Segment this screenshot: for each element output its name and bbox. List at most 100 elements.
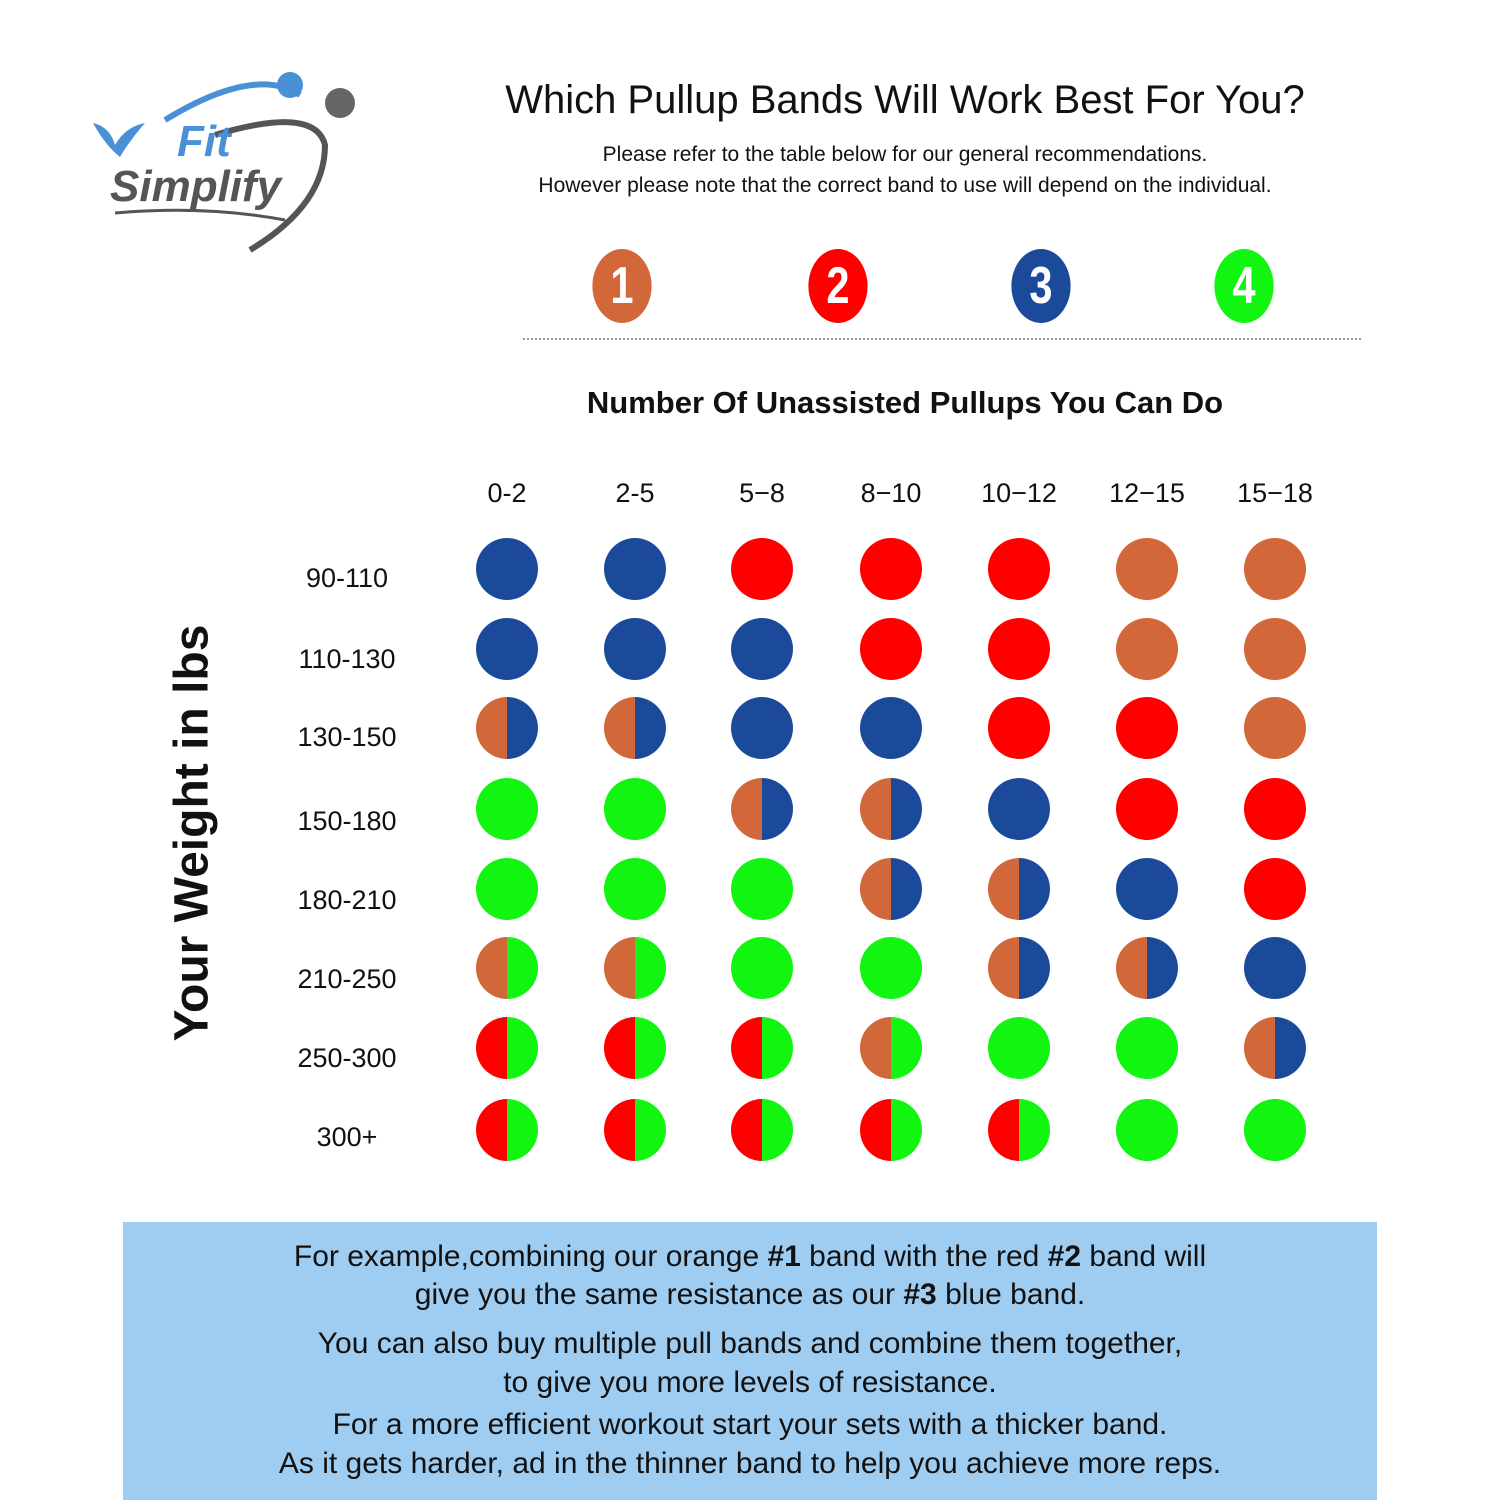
band-3-half (891, 778, 922, 840)
band-2-half (988, 697, 1050, 759)
band-2-half (731, 1017, 762, 1079)
band-1-half (1244, 618, 1306, 680)
subtitle-line-1: Please refer to the table below for our … (602, 143, 1208, 166)
band-4-half (762, 1099, 793, 1161)
band-4-half (1019, 1099, 1050, 1161)
band-3-half (476, 538, 538, 600)
band-4-half (762, 1017, 793, 1079)
band-combo-dot (604, 697, 666, 759)
band-dot (1244, 937, 1306, 999)
band-dot (1244, 858, 1306, 920)
row-label: 210-250 (297, 964, 397, 994)
band-combo-dot (604, 937, 666, 999)
band-dot (1116, 778, 1178, 840)
band-4-half (635, 1099, 666, 1161)
band-3-half (891, 858, 922, 920)
band-dot (1116, 1099, 1178, 1161)
band-dot (988, 538, 1050, 600)
band-2-half (731, 538, 793, 600)
logo: Fit Simplify (85, 65, 375, 255)
band-combo-dot (604, 1099, 666, 1161)
band-dot (1116, 858, 1178, 920)
band-dot (731, 538, 793, 600)
band-dot (1244, 538, 1306, 600)
band-dot (988, 1017, 1050, 1079)
band-2-half (860, 538, 922, 600)
band-4-half (507, 1017, 538, 1079)
band-3-half (1019, 937, 1050, 999)
note-box: For example,combining our orange #1 band… (123, 1222, 1377, 1500)
band-3-half (507, 697, 538, 759)
band-combo-dot (604, 1017, 666, 1079)
band-4-half (635, 937, 666, 999)
band-3-half (1244, 937, 1306, 999)
band-3-half (604, 538, 666, 600)
band-4-half (507, 1099, 538, 1161)
band-2-half (860, 1099, 891, 1161)
band-combo-dot (1244, 1017, 1306, 1079)
band-dot (1116, 538, 1178, 600)
band-1-half (988, 858, 1019, 920)
band-4-half (635, 1017, 666, 1079)
band-3-half (1275, 1017, 1306, 1079)
band-2-half (1244, 778, 1306, 840)
band-1-half (476, 697, 507, 759)
band-3-half (762, 778, 793, 840)
subtitle-line-2: However please note that the correct ban… (538, 174, 1272, 197)
band-2-half (988, 538, 1050, 600)
band-dot (860, 937, 922, 999)
page-title: Which Pullup Bands Will Work Best For Yo… (505, 78, 1305, 122)
band-dot (1116, 697, 1178, 759)
column-header: 12−15 (1109, 478, 1185, 508)
column-header: 8−10 (860, 478, 922, 508)
band-3-half (1147, 937, 1178, 999)
note-line-2: give you the same resistance as our #3 b… (414, 1278, 1086, 1311)
band-2-half (476, 1017, 507, 1079)
band-2-half (1116, 778, 1178, 840)
note-line-4: to give you more levels of resistance. (503, 1366, 997, 1399)
band-2-half (604, 1017, 635, 1079)
band-dot (1244, 1099, 1306, 1161)
band-combo-dot (476, 1099, 538, 1161)
column-header: 10−12 (981, 478, 1057, 508)
band-2-half (988, 618, 1050, 680)
band-combo-dot (476, 697, 538, 759)
band-combo-dot (860, 778, 922, 840)
band-dot (860, 538, 922, 600)
band-2-half (1244, 858, 1306, 920)
note-line-6: As it gets harder, ad in the thinner ban… (278, 1447, 1222, 1480)
band-combo-dot (860, 1099, 922, 1161)
band-3-half (604, 618, 666, 680)
band-2-half (860, 618, 922, 680)
band-dot (860, 618, 922, 680)
band-dot (731, 697, 793, 759)
band-dot (1116, 1017, 1178, 1079)
band-2-half (1116, 697, 1178, 759)
band-4-half (891, 1099, 922, 1161)
band-3-half (731, 697, 793, 759)
band-dot (476, 858, 538, 920)
band-combo-dot (476, 937, 538, 999)
column-header: 0-2 (487, 478, 527, 508)
divider (523, 338, 1361, 340)
band-4-half (507, 937, 538, 999)
row-label: 180-210 (297, 885, 397, 915)
band-dot (1116, 618, 1178, 680)
band-3-half (1019, 858, 1050, 920)
band-dot (476, 538, 538, 600)
band-combo-dot (988, 858, 1050, 920)
band-dot (1244, 778, 1306, 840)
band-3-half (988, 778, 1050, 840)
row-label: 300+ (316, 1122, 378, 1152)
band-2-half (731, 1099, 762, 1161)
note-line-5: For a more efficient workout start your … (332, 1408, 1168, 1441)
band-1-half (988, 937, 1019, 999)
band-badge-4: 4 (1214, 249, 1274, 323)
band-4-half (891, 1017, 922, 1079)
band-combo-dot (860, 858, 922, 920)
band-1-half (860, 1017, 891, 1079)
band-dot (988, 778, 1050, 840)
row-label: 90-110 (305, 563, 389, 593)
band-3-half (731, 618, 793, 680)
band-2-half (604, 1099, 635, 1161)
